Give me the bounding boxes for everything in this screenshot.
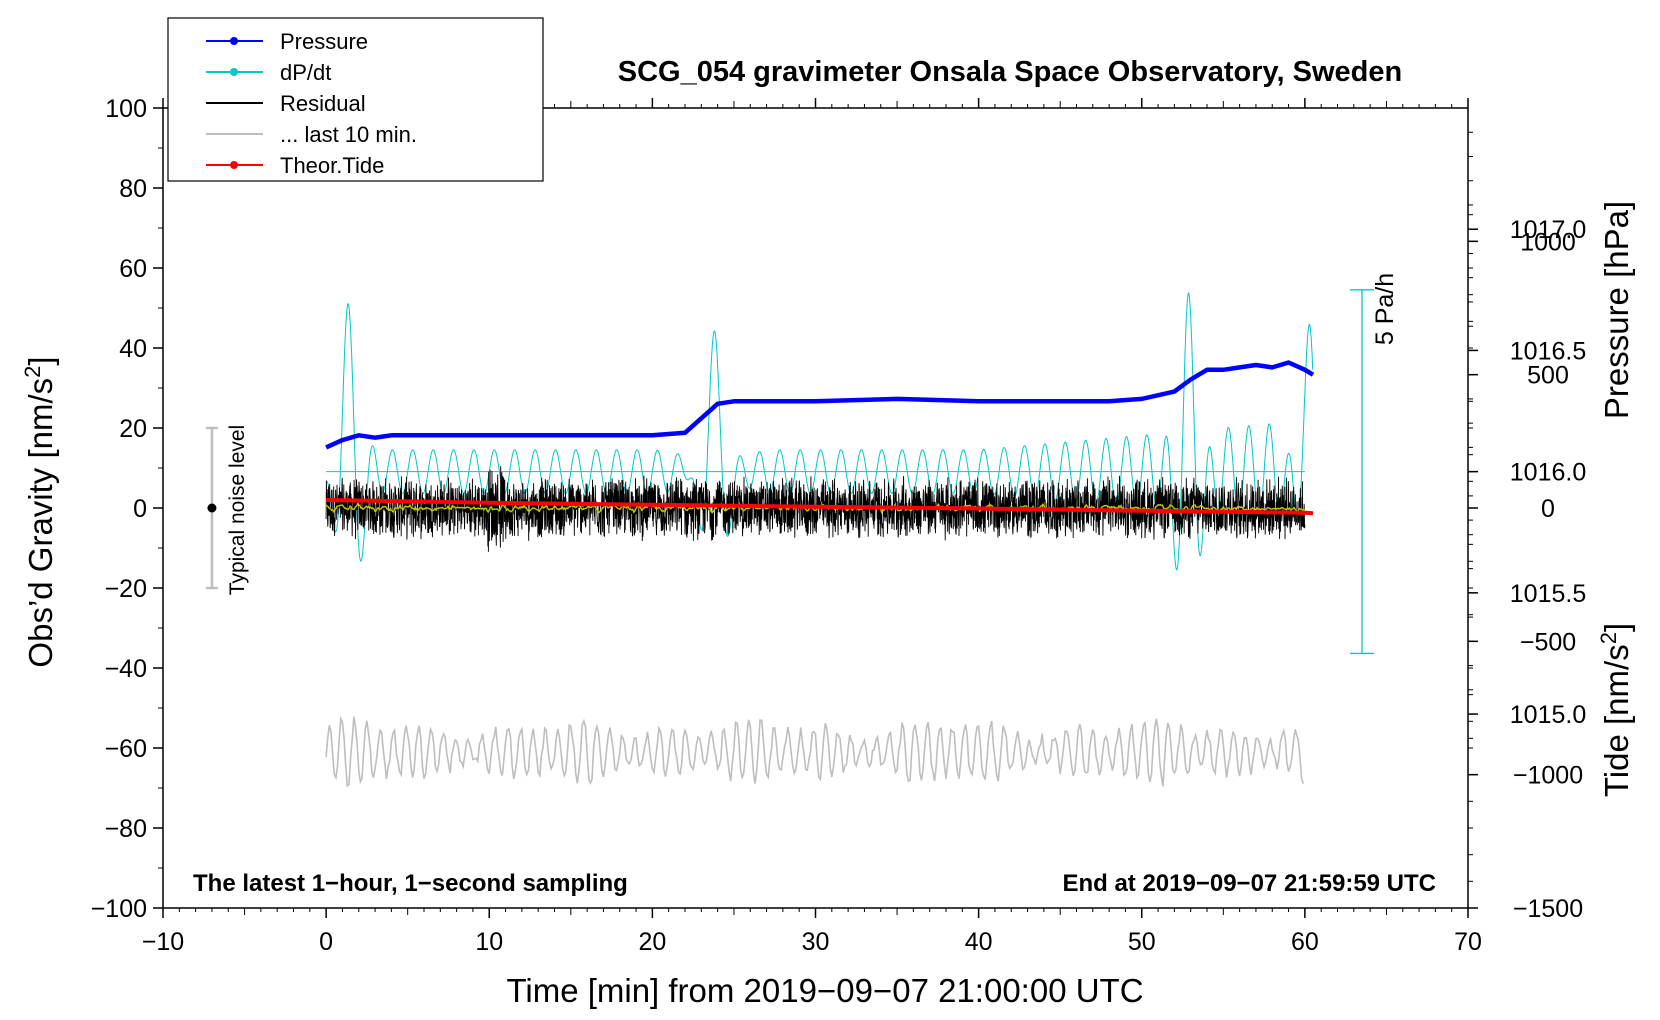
x-tick-label: 0	[319, 928, 333, 956]
footer-right-note: End at 2019−09−07 21:59:59 UTC	[1062, 870, 1436, 897]
y-left-tick-label: −60	[105, 735, 147, 763]
y-tide-tick-label: 500	[1527, 362, 1569, 390]
y-left-tick-label: 0	[133, 495, 147, 523]
dpdt-line	[325, 292, 1314, 571]
x-tick-label: 20	[638, 928, 666, 956]
y-tide-tick-label: −1000	[1513, 762, 1583, 790]
footer-left-note: The latest 1−hour, 1−second sampling	[193, 870, 628, 897]
y-tide-tick-label: 0	[1541, 495, 1555, 523]
noise-bar-center-dot	[207, 503, 217, 513]
y-tide-tick-label: −1500	[1513, 895, 1583, 923]
y-pressure-tick-label: 1015.5	[1510, 580, 1586, 608]
y-left-tick-label: −20	[105, 575, 147, 603]
y-left-tick-label: 60	[119, 255, 147, 283]
y-pressure-tick-label: 1016.0	[1510, 459, 1586, 487]
y-pressure-tick-label: 1017.0	[1510, 216, 1586, 244]
legend-label: Pressure	[280, 29, 368, 54]
y-left-tick-label: 100	[105, 95, 147, 123]
x-tick-label: 40	[965, 928, 993, 956]
chart-title: SCG_054 gravimeter Onsala Space Observat…	[618, 56, 1402, 88]
legend-label: dP/dt	[280, 60, 331, 85]
legend: Pressure dP/dt Residual ... last 10 min. The…	[167, 17, 544, 182]
legend-label: ... last 10 min.	[280, 122, 417, 147]
x-tick-label: 70	[1454, 928, 1482, 956]
legend-box	[167, 17, 544, 182]
series-layer	[205, 289, 1374, 788]
legend-swatch-marker	[230, 161, 238, 169]
y-left-tick-label: −100	[91, 895, 147, 923]
x-axis-label: Time [min] from 2019−09−07 21:00:00 UTC	[506, 972, 1143, 1009]
y-tide-tick-label: −500	[1520, 628, 1576, 656]
last-10-min-line	[325, 715, 1304, 788]
x-tick-label: 60	[1291, 928, 1319, 956]
y-pressure-tick-label: 1016.5	[1510, 337, 1586, 365]
y-left-tick-label: −80	[105, 815, 147, 843]
x-tick-label: −10	[142, 928, 184, 956]
y-left-tick-label: 40	[119, 335, 147, 363]
x-tick-label: 10	[475, 928, 503, 956]
axes-layer: −10 0 10 20 30 40 50 60 70100806040200−20−40−60−…	[91, 95, 1587, 956]
legend-swatch-marker	[230, 68, 238, 76]
y-axis-pressure-label: Pressure [hPa]	[1598, 201, 1635, 419]
y-axis-tide-label: Tide [nm/s2]	[1596, 623, 1635, 797]
y-left-tick-label: 80	[119, 175, 147, 203]
y-axis-left-label: Obs’d Gravity [nm/s2]	[20, 356, 59, 667]
legend-label: Theor.Tide	[280, 153, 384, 178]
noise-level-label: Typical noise level	[226, 425, 249, 595]
y-pressure-tick-label: 1015.0	[1510, 701, 1586, 729]
x-tick-label: 30	[802, 928, 830, 956]
tide-line	[326, 498, 1314, 516]
x-tick-label: 50	[1128, 928, 1156, 956]
pa-h-scale-label: 5 Pa/h	[1371, 273, 1399, 345]
legend-swatch-marker	[230, 37, 238, 45]
y-left-tick-label: −40	[105, 655, 147, 683]
pressure-line	[325, 360, 1315, 450]
text-layer: SCG_054 gravimeter Onsala Space Observat…	[20, 56, 1635, 1009]
y-tide-tick-label: 1000	[1520, 228, 1576, 256]
y-left-tick-label: 20	[119, 415, 147, 443]
legend-label: Residual	[280, 91, 366, 116]
